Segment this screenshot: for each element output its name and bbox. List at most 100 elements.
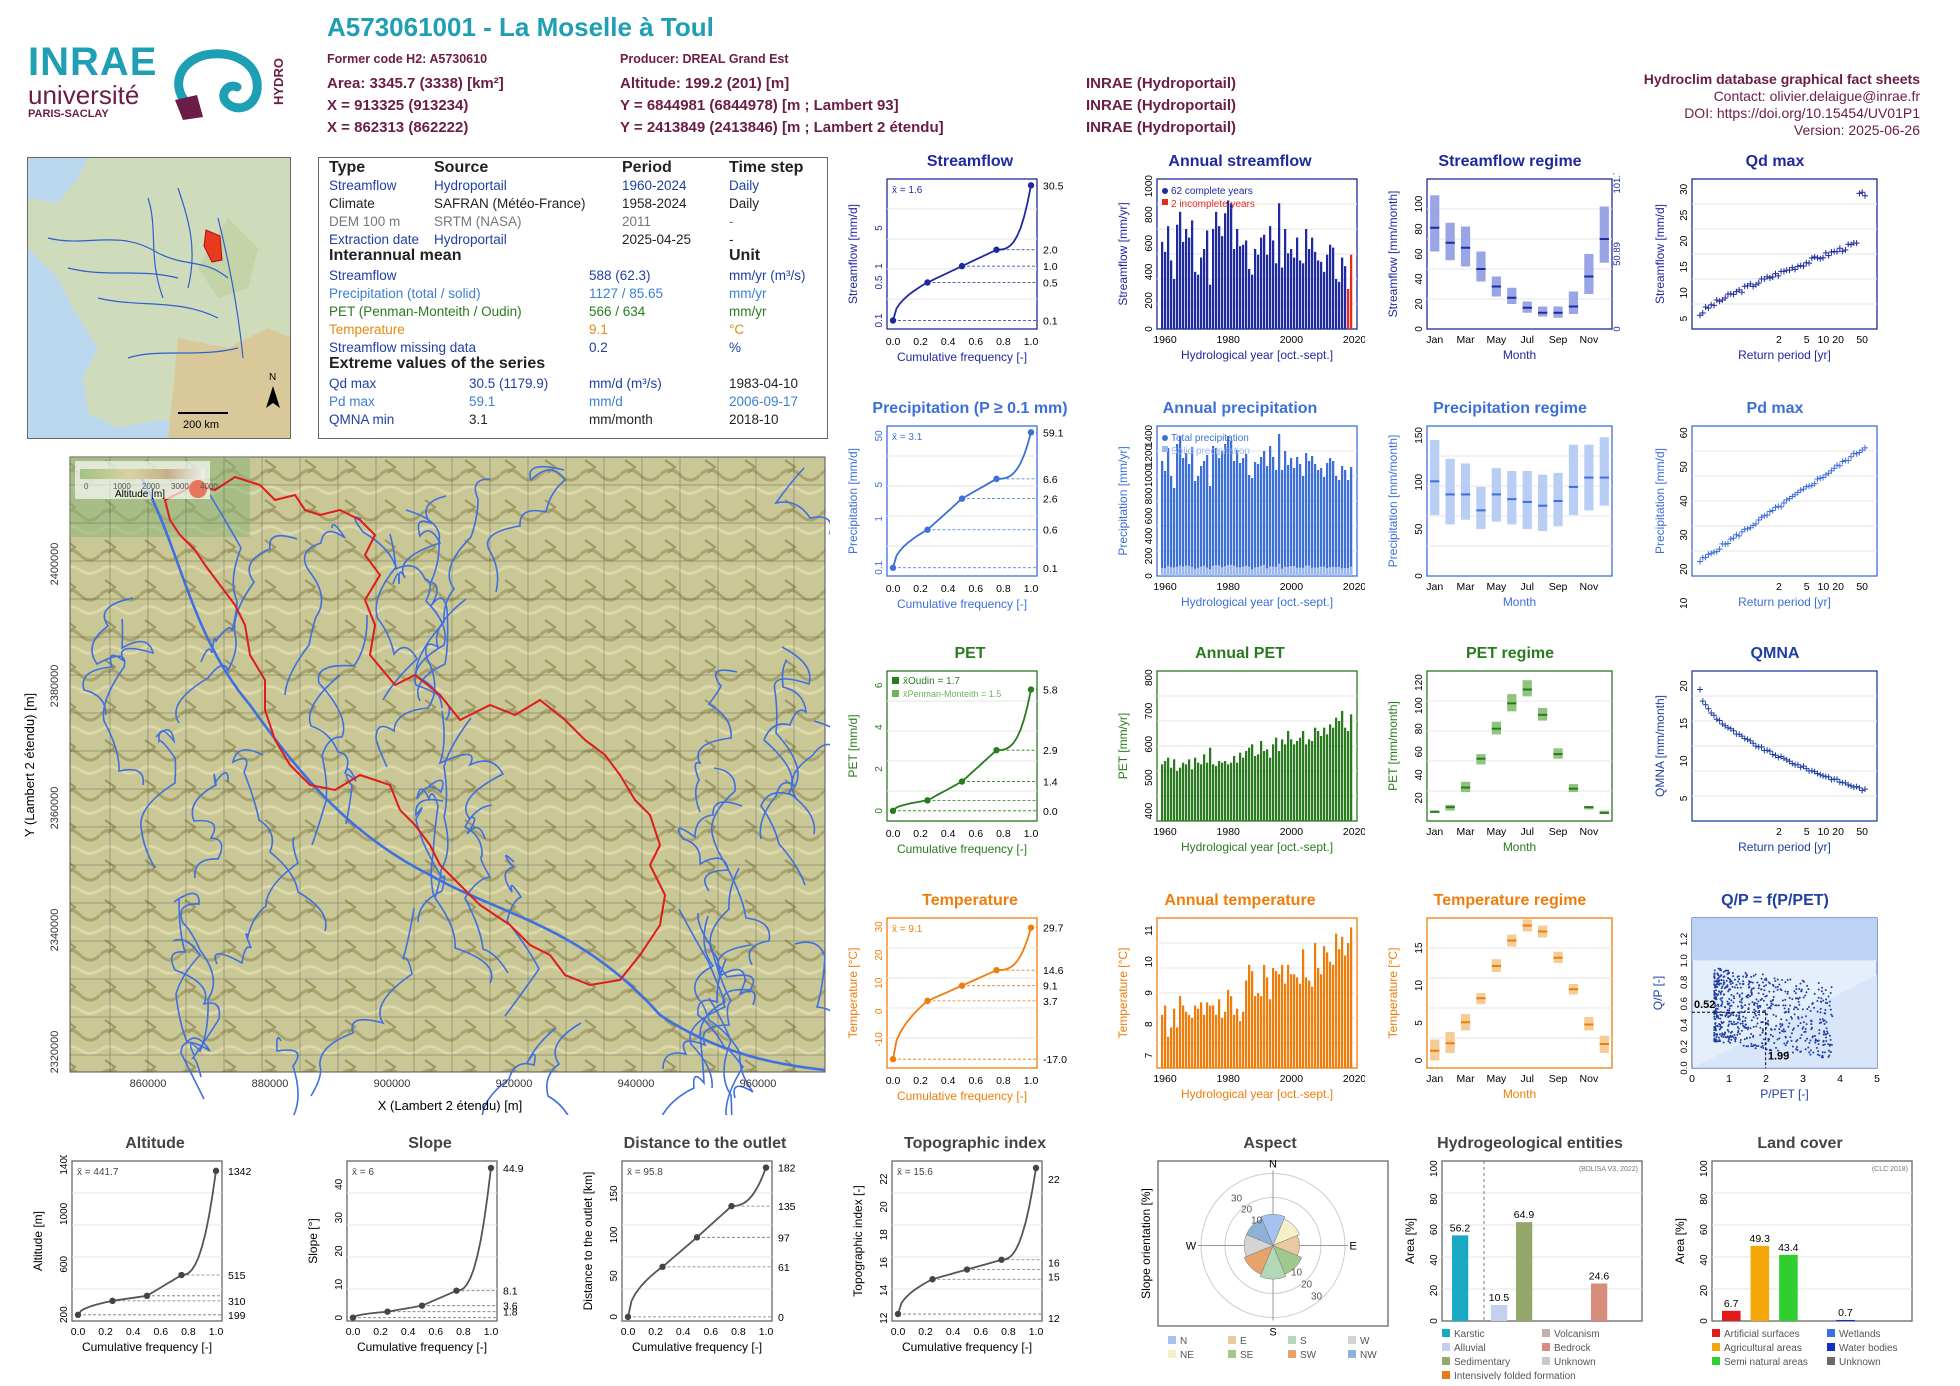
qp-point <box>1719 1027 1722 1030</box>
qp-point <box>1742 975 1745 978</box>
annual_precip-bar <box>1287 465 1290 576</box>
qp-upper-zone <box>1692 918 1877 961</box>
qp-point <box>1802 1021 1805 1024</box>
qp-point <box>1819 1000 1822 1003</box>
mean-value: 1127 / 85.65 <box>589 286 664 301</box>
hydrogeo-value-label: 10.5 <box>1489 1292 1510 1304</box>
qp-point <box>1772 1013 1775 1016</box>
altitude-legend-tick: 4000 <box>200 482 218 491</box>
qmna-point <box>1699 698 1706 705</box>
aspect-dir-label: N <box>1269 1159 1277 1171</box>
qmna-point <box>1834 776 1841 783</box>
qp-point <box>1761 1042 1764 1045</box>
temp_regime-xtick: Jan <box>1426 1073 1443 1085</box>
legend-swatch <box>892 690 899 697</box>
hydrogeo-legend-swatch <box>1442 1371 1450 1379</box>
precip_regime-box <box>1460 463 1471 520</box>
qp-point <box>1729 1034 1732 1037</box>
pet_regime-xlabel: Month <box>1503 840 1536 854</box>
annual_precip-solid-bar <box>1179 565 1182 576</box>
qp-point <box>1728 978 1731 981</box>
annual_temp-bar <box>1290 974 1293 1068</box>
distance-left-tick: 100 <box>609 1226 620 1243</box>
qd_max-point <box>1702 304 1709 311</box>
landcover-bar <box>1836 1319 1855 1321</box>
temp_regime-xtick: May <box>1486 1073 1507 1085</box>
slope-point <box>487 1164 495 1172</box>
pd_max-point <box>1727 536 1734 543</box>
annual_precip-bar <box>1314 464 1317 576</box>
annual_precip-solid-bar <box>1218 565 1221 576</box>
altitude-xtick: 0.0 <box>71 1326 86 1338</box>
qp-point <box>1722 1035 1725 1038</box>
annual_pet-bar <box>1224 761 1227 821</box>
annual_precip-bar <box>1227 436 1230 576</box>
annual_precip-bar <box>1263 451 1266 576</box>
plot-area <box>886 178 1038 330</box>
qp-point <box>1747 1007 1750 1010</box>
annual_precip-solid-bar <box>1185 565 1188 576</box>
annual_pet-bar <box>1290 739 1293 821</box>
pd_max-panel: Pd max 2 5 10 20 50 10 20 30 40 50 60 Return period … <box>1650 400 1900 635</box>
qp-point <box>1823 1051 1826 1054</box>
precip_cdf-left-tick: 50 <box>874 430 885 442</box>
aspect-legend-label: SW <box>1300 1350 1317 1361</box>
qp-point <box>1779 988 1782 991</box>
qmna-point <box>1808 767 1815 774</box>
annual_temp-bar <box>1209 1005 1212 1068</box>
qp-point <box>1749 981 1752 984</box>
temp_regime-ytick: 0 <box>1414 1057 1425 1063</box>
plot-area <box>886 425 1038 577</box>
qp-point <box>1806 984 1809 987</box>
qmna-point <box>1705 705 1712 712</box>
annual_precip-bar <box>1179 436 1182 576</box>
annual_precip-ytick: 0 <box>1144 573 1155 579</box>
annual_streamflow-bar <box>1326 254 1329 329</box>
annual_precip-solid-bar <box>1176 566 1179 576</box>
qp-point <box>1722 993 1725 996</box>
qp-point <box>1754 1043 1757 1046</box>
qp-point <box>1754 973 1757 976</box>
qp-point <box>1762 999 1765 1002</box>
streamflow_regime-box <box>1599 206 1609 263</box>
source-1: INRAE (Hydroportail) <box>1086 75 1236 92</box>
qp-point <box>1713 1010 1716 1013</box>
qp-point <box>1731 1035 1734 1038</box>
annual_precip-bar <box>1230 441 1233 576</box>
annual_pet-xtick: 2000 <box>1280 826 1304 838</box>
annual_precip-svg: 1960 1980 2000 2020020040060080010001200140… <box>1116 424 1366 609</box>
annual_pet-bar <box>1347 731 1350 821</box>
qp-point <box>1742 1015 1745 1018</box>
altitude-right-tick: 1342 <box>228 1166 252 1178</box>
qp-point <box>1758 1009 1761 1012</box>
hydrogeo-legend-label: Volcanism <box>1554 1329 1600 1340</box>
ext-unit: mm/month <box>589 412 653 427</box>
pet_cdf-xtick: 0.8 <box>996 828 1011 840</box>
mean-label: Temperature <box>329 322 405 337</box>
qp-point <box>1811 1036 1814 1039</box>
annual_streamflow-bar <box>1347 289 1350 329</box>
distance-point <box>762 1164 770 1171</box>
qp-point <box>1740 1004 1743 1007</box>
annual_precip-solid-bar <box>1281 568 1284 576</box>
aspect-legend-swatch <box>1348 1350 1356 1358</box>
qd_max-xtick: 20 <box>1832 334 1844 346</box>
qp-point <box>1755 1025 1758 1028</box>
qp-point <box>1713 980 1716 983</box>
temp_regime-ylabel: Temperature [°C] <box>1386 948 1400 1039</box>
pet_cdf-ylabel: PET [mm/d] <box>846 714 860 777</box>
streamflow_cdf-xtick: 0.6 <box>968 336 983 348</box>
legend-swatch <box>892 677 899 684</box>
altitude-point <box>109 1297 116 1305</box>
ext-label: Pd max <box>329 394 375 409</box>
aspect-legend-label: E <box>1240 1336 1247 1347</box>
qp-point <box>1804 1030 1807 1033</box>
qp-point <box>1784 998 1787 1001</box>
qp-point <box>1744 1004 1747 1007</box>
x-l93: X = 913325 (913234) <box>327 97 469 114</box>
qmna-point <box>1702 701 1709 708</box>
precip_cdf-right-tick: 0.6 <box>1043 525 1058 537</box>
annual_pet-bar <box>1311 741 1314 821</box>
annual_pet-bar <box>1257 754 1260 821</box>
qp-point <box>1761 1029 1764 1032</box>
